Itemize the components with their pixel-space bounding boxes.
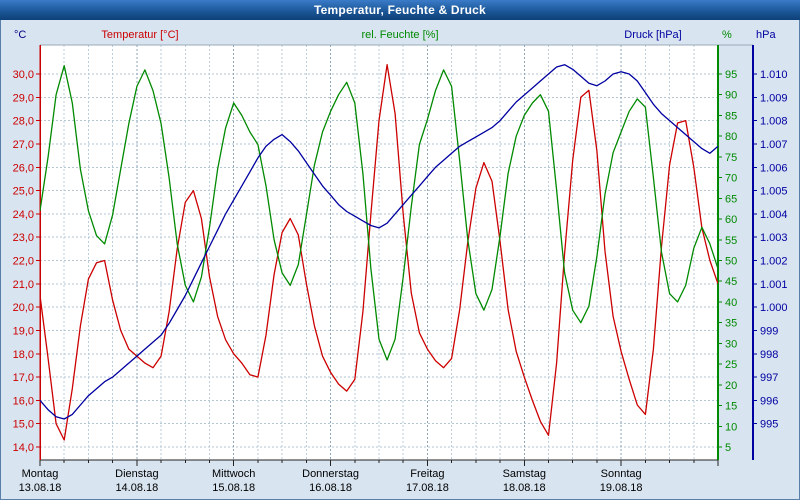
humidity-unit-label: % (722, 29, 732, 41)
svg-text:26,0: 26,0 (13, 162, 34, 174)
svg-text:60: 60 (725, 214, 737, 226)
svg-text:1.004: 1.004 (760, 209, 788, 221)
svg-text:997: 997 (760, 372, 778, 384)
svg-text:25,0: 25,0 (13, 186, 34, 198)
pressure-series-label: Druck [hPa] (624, 29, 682, 41)
pressure-line (40, 64, 718, 420)
svg-text:13.08.18: 13.08.18 (19, 482, 62, 494)
svg-text:90: 90 (725, 90, 737, 102)
svg-text:1.008: 1.008 (760, 116, 788, 128)
svg-text:999: 999 (760, 325, 778, 337)
svg-text:55: 55 (725, 235, 737, 247)
svg-text:20: 20 (725, 380, 737, 392)
axis-tick-labels: 30,0 29,0 28,0 27,0 26,0 25,0 24,0 23,0 22,0 21,0… (13, 69, 788, 454)
svg-text:Dienstag: Dienstag (115, 468, 158, 480)
svg-text:70: 70 (725, 173, 737, 185)
svg-text:1.003: 1.003 (760, 232, 788, 244)
svg-text:15: 15 (725, 401, 737, 413)
svg-text:Freitag: Freitag (410, 468, 444, 480)
svg-text:1.000: 1.000 (760, 302, 788, 314)
temperature-unit-label: °C (14, 29, 27, 41)
svg-text:Sonntag: Sonntag (601, 468, 642, 480)
svg-text:20,0: 20,0 (13, 302, 34, 314)
svg-text:19.08.18: 19.08.18 (600, 482, 643, 494)
svg-text:85: 85 (725, 110, 737, 122)
svg-text:18.08.18: 18.08.18 (503, 482, 546, 494)
grid-lines (40, 45, 718, 460)
svg-text:28,0: 28,0 (13, 116, 34, 128)
svg-text:30,0: 30,0 (13, 69, 34, 81)
svg-text:Mittwoch: Mittwoch (212, 468, 255, 480)
svg-text:15.08.18: 15.08.18 (212, 482, 255, 494)
svg-text:5: 5 (725, 442, 731, 454)
svg-text:10: 10 (725, 421, 737, 433)
svg-text:14.08.18: 14.08.18 (115, 482, 158, 494)
svg-text:16,0: 16,0 (13, 395, 34, 407)
svg-text:22,0: 22,0 (13, 256, 34, 268)
svg-text:80: 80 (725, 131, 737, 143)
svg-text:35: 35 (725, 318, 737, 330)
svg-text:Montag: Montag (22, 468, 59, 480)
svg-text:1.002: 1.002 (760, 256, 788, 268)
svg-text:95: 95 (725, 69, 737, 81)
series-lines (40, 64, 718, 441)
svg-text:Donnerstag: Donnerstag (302, 468, 359, 480)
svg-text:Samstag: Samstag (503, 468, 546, 480)
svg-text:45: 45 (725, 276, 737, 288)
svg-text:23,0: 23,0 (13, 232, 34, 244)
svg-text:15,0: 15,0 (13, 419, 34, 431)
svg-text:16.08.18: 16.08.18 (309, 482, 352, 494)
temperature-series-label: Temperatur [°C] (101, 29, 179, 41)
svg-text:1.007: 1.007 (760, 139, 788, 151)
svg-text:50: 50 (725, 256, 737, 268)
pressure-unit-label: hPa (756, 29, 776, 41)
svg-text:18,0: 18,0 (13, 349, 34, 361)
svg-text:1.001: 1.001 (760, 279, 788, 291)
svg-text:24,0: 24,0 (13, 209, 34, 221)
svg-text:1.009: 1.009 (760, 92, 788, 104)
svg-text:1.010: 1.010 (760, 69, 788, 81)
svg-text:996: 996 (760, 395, 778, 407)
svg-text:17.08.18: 17.08.18 (406, 482, 449, 494)
svg-text:75: 75 (725, 152, 737, 164)
svg-text:14,0: 14,0 (13, 442, 34, 454)
svg-text:1.006: 1.006 (760, 162, 788, 174)
svg-text:29,0: 29,0 (13, 92, 34, 104)
humidity-line (40, 65, 718, 361)
svg-text:65: 65 (725, 193, 737, 205)
window-title-bar[interactable]: Temperatur, Feuchte & Druck (0, 0, 800, 20)
svg-text:30: 30 (725, 338, 737, 350)
svg-text:25: 25 (725, 359, 737, 371)
svg-text:21,0: 21,0 (13, 279, 34, 291)
humidity-series-label: rel. Feuchte [%] (361, 29, 439, 41)
svg-text:998: 998 (760, 349, 778, 361)
x-axis-labels: Montag 13.08.18 Dienstag 14.08.18 Mittwoch 15… (19, 468, 643, 494)
temperature-line (40, 64, 718, 441)
axes (36, 44, 757, 466)
svg-text:1.005: 1.005 (760, 186, 788, 198)
svg-text:27,0: 27,0 (13, 139, 34, 151)
svg-text:40: 40 (725, 297, 737, 309)
svg-text:17,0: 17,0 (13, 372, 34, 384)
window-title: Temperatur, Feuchte & Druck (314, 3, 486, 17)
svg-text:19,0: 19,0 (13, 325, 34, 337)
svg-text:995: 995 (760, 419, 778, 431)
